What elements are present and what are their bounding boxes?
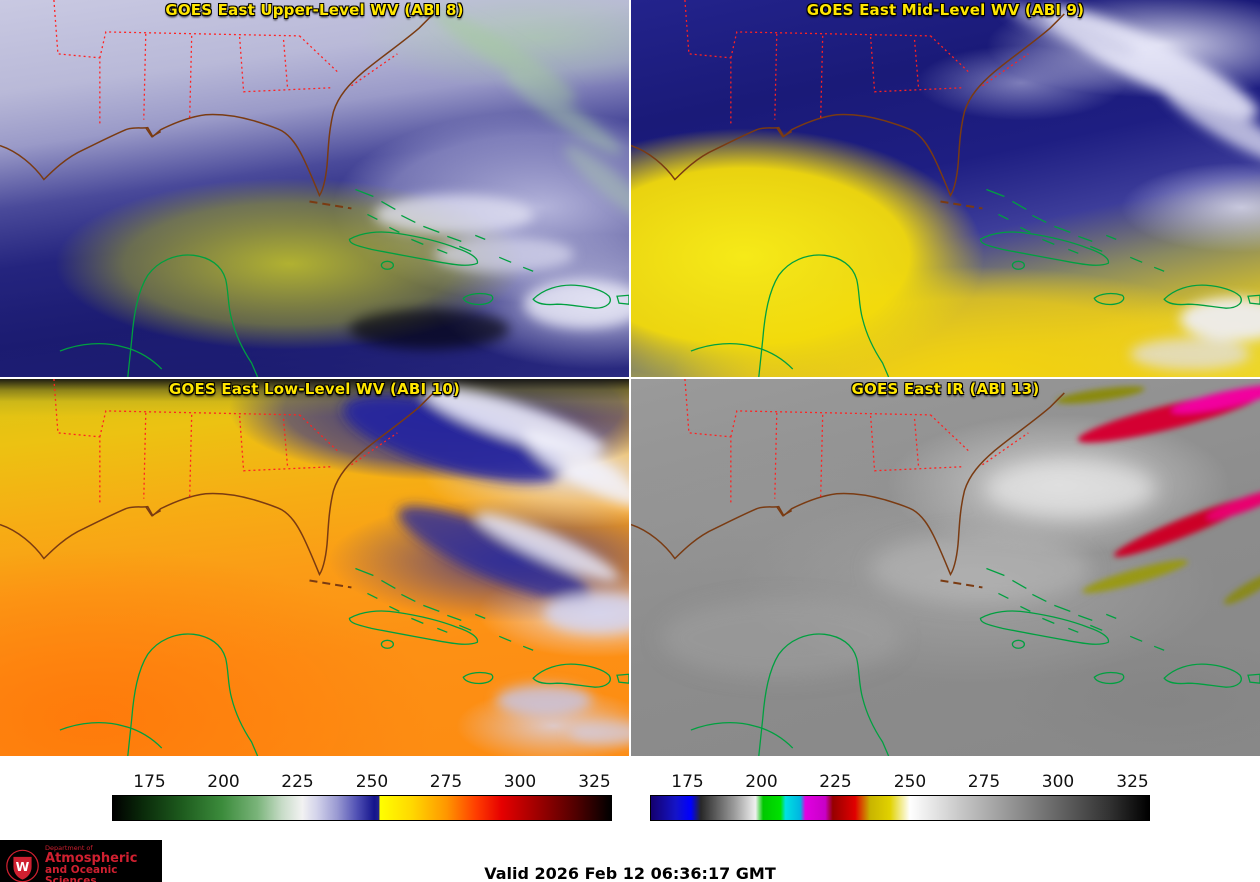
tick-label: 275 — [429, 772, 463, 792]
wv-colorbar-gradient — [112, 795, 612, 821]
cloud-texture-overlay — [660, 384, 1260, 679]
logo-dept-line: Department of — [45, 843, 93, 852]
coastline-map-overlay — [631, 379, 1260, 756]
footer: W Department of Atmospheric and Oceanic … — [0, 840, 1260, 882]
panel-ir: GOES East IR (ABI 13) — [631, 379, 1260, 756]
tick-label: 300 — [1041, 772, 1075, 792]
cloud-texture-overlay — [1004, 3, 1260, 371]
tick-label: 300 — [503, 772, 537, 792]
tick-label: 225 — [281, 772, 314, 792]
tick-label: 275 — [967, 772, 1001, 792]
tick-label: 325 — [578, 772, 611, 792]
panel-title-abi10: GOES East Low-Level WV (ABI 10) — [168, 380, 461, 398]
ir-colorbar-ticks: 175 200 225 250 275 300 325 — [650, 770, 1150, 792]
panel-title-abi8: GOES East Upper-Level WV (ABI 8) — [165, 1, 464, 19]
wv-colorbar: 175 200 225 250 275 300 325 — [112, 770, 612, 821]
panel-title-abi9: GOES East Mid-Level WV (ABI 9) — [806, 1, 1085, 19]
tick-label: 250 — [893, 772, 927, 792]
panel-title-abi13: GOES East IR (ABI 13) — [851, 380, 1040, 398]
ir-colorbar: 175 200 225 250 275 300 325 — [650, 770, 1150, 821]
wv-colorbar-ticks: 175 200 225 250 275 300 325 — [112, 770, 612, 792]
satellite-panel-grid: GOES East Upper-Level WV (ABI 8) GOES Ea… — [0, 0, 1260, 756]
tick-label: 175 — [133, 772, 166, 792]
tick-label: 250 — [355, 772, 389, 792]
tick-label: 200 — [207, 772, 240, 792]
coastline-map-overlay — [0, 0, 629, 377]
cloud-texture-overlay — [343, 386, 629, 746]
logo-name-line1: Atmospheric — [45, 850, 138, 866]
tick-label: 175 — [671, 772, 704, 792]
panel-upper-level-wv: GOES East Upper-Level WV (ABI 8) — [0, 0, 629, 377]
panel-mid-level-wv: GOES East Mid-Level WV (ABI 9) — [631, 0, 1260, 377]
uw-aos-logo: W Department of Atmospheric and Oceanic … — [0, 840, 162, 882]
tick-label: 325 — [1116, 772, 1149, 792]
cloud-texture-overlay — [349, 8, 629, 350]
valid-time-caption: Valid 2026 Feb 12 06:36:17 GMT — [484, 864, 776, 882]
panel-low-level-wv: GOES East Low-Level WV (ABI 10) — [0, 379, 629, 756]
svg-text:W: W — [16, 860, 30, 874]
tick-label: 200 — [745, 772, 778, 792]
ir-colorbar-gradient — [650, 795, 1150, 821]
colorbar-area: 175 200 225 250 275 300 325 175 200 225 … — [0, 756, 1260, 842]
logo-name-line2: and Oceanic Sciences — [45, 864, 118, 882]
logo-text: Department of Atmospheric and Oceanic Sc… — [45, 843, 156, 882]
coastline-map-overlay — [631, 0, 1260, 377]
tick-label: 225 — [819, 772, 852, 792]
coastline-map-overlay — [0, 379, 629, 756]
